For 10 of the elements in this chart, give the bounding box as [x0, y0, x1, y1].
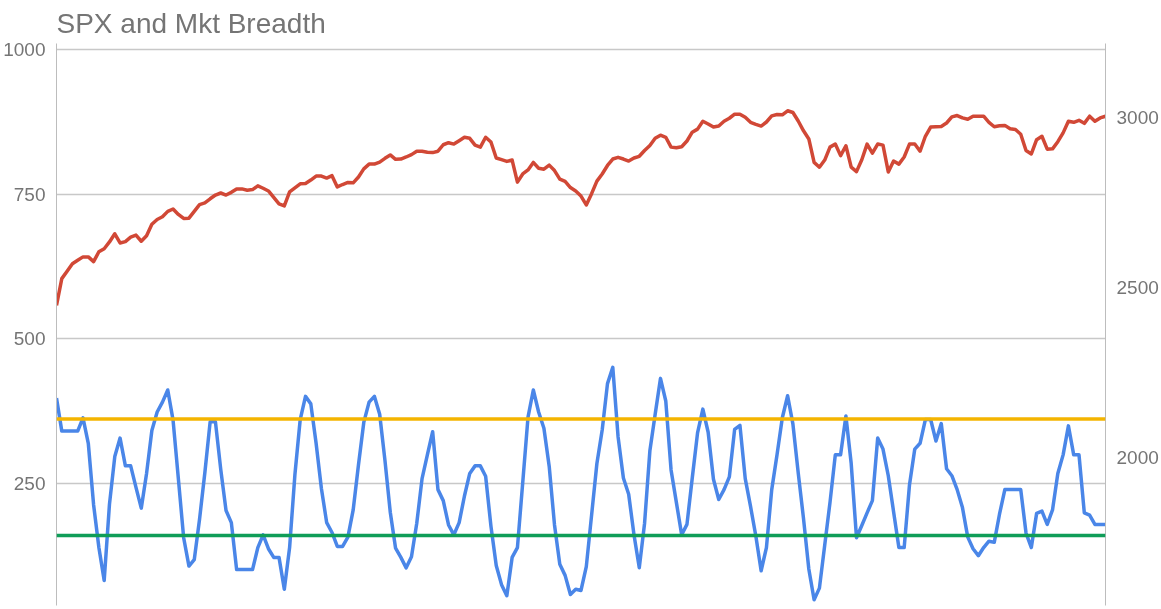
chart-title: SPX and Mkt Breadth — [56, 7, 326, 39]
y-tick-label: 1000 — [3, 38, 46, 60]
line-series — [56, 365, 1106, 602]
y-tick-label: 500 — [13, 328, 46, 350]
y-tick-label: 250 — [13, 473, 46, 495]
y-tick-label: 750 — [13, 183, 46, 205]
y2-tick-label: 2000 — [1116, 446, 1159, 468]
y2-tick-label: 2500 — [1116, 276, 1159, 298]
y2-tick-label: 3000 — [1116, 106, 1159, 128]
line-series — [56, 109, 1106, 308]
